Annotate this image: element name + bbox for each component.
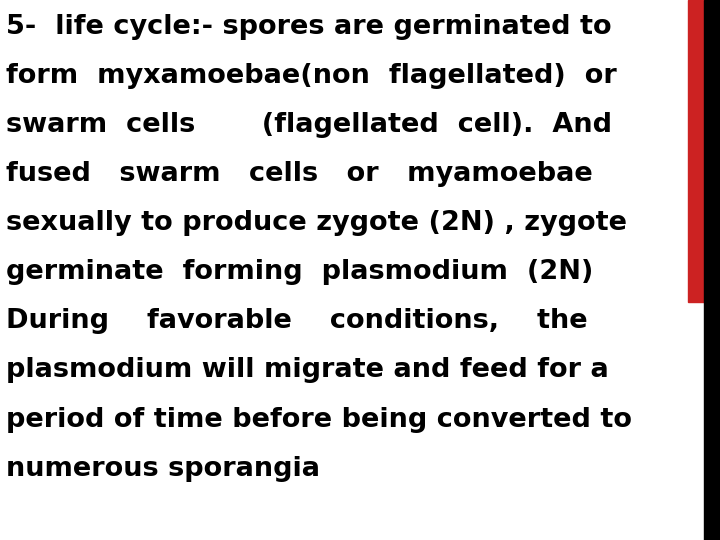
Text: numerous sporangia: numerous sporangia xyxy=(6,456,320,482)
Text: form  myxamoebae(non  flagellated)  or: form myxamoebae(non flagellated) or xyxy=(6,63,616,89)
Text: swarm  cells       (flagellated  cell).  And: swarm cells (flagellated cell). And xyxy=(6,112,612,138)
Text: sexually to produce zygote (2N) , zygote: sexually to produce zygote (2N) , zygote xyxy=(6,210,626,236)
Bar xyxy=(704,0,720,540)
Text: During    favorable    conditions,    the: During favorable conditions, the xyxy=(6,308,588,334)
Text: period of time before being converted to: period of time before being converted to xyxy=(6,407,631,433)
Text: germinate  forming  plasmodium  (2N): germinate forming plasmodium (2N) xyxy=(6,259,593,285)
Text: 5-  life cycle:- spores are germinated to: 5- life cycle:- spores are germinated to xyxy=(6,14,611,39)
Text: plasmodium will migrate and feed for a: plasmodium will migrate and feed for a xyxy=(6,357,608,383)
Bar xyxy=(688,0,704,302)
Text: fused   swarm   cells   or   myamoebae: fused swarm cells or myamoebae xyxy=(6,161,593,187)
